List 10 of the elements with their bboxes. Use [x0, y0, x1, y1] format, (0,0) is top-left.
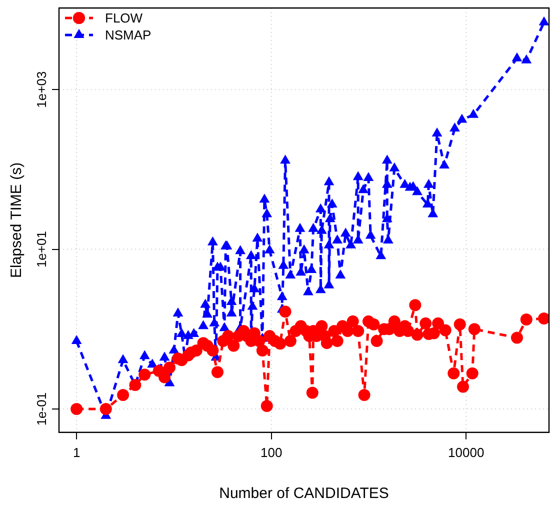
x-tick-label: 10000: [448, 444, 484, 460]
x-tick-label: 100: [260, 444, 282, 460]
y-axis-title: Elapsed TIME (s): [8, 162, 26, 278]
y-tick-label: 1e-01: [34, 392, 50, 426]
legend-label: NSMAP: [105, 28, 152, 43]
y-tick-label: 1e+01: [34, 231, 50, 268]
x-axis-title: Number of CANDIDATES: [219, 485, 389, 502]
legend-label: FLOW: [105, 10, 144, 26]
x-tick-label: 1: [72, 444, 80, 460]
y-tick-label: 1e+03: [34, 71, 50, 108]
